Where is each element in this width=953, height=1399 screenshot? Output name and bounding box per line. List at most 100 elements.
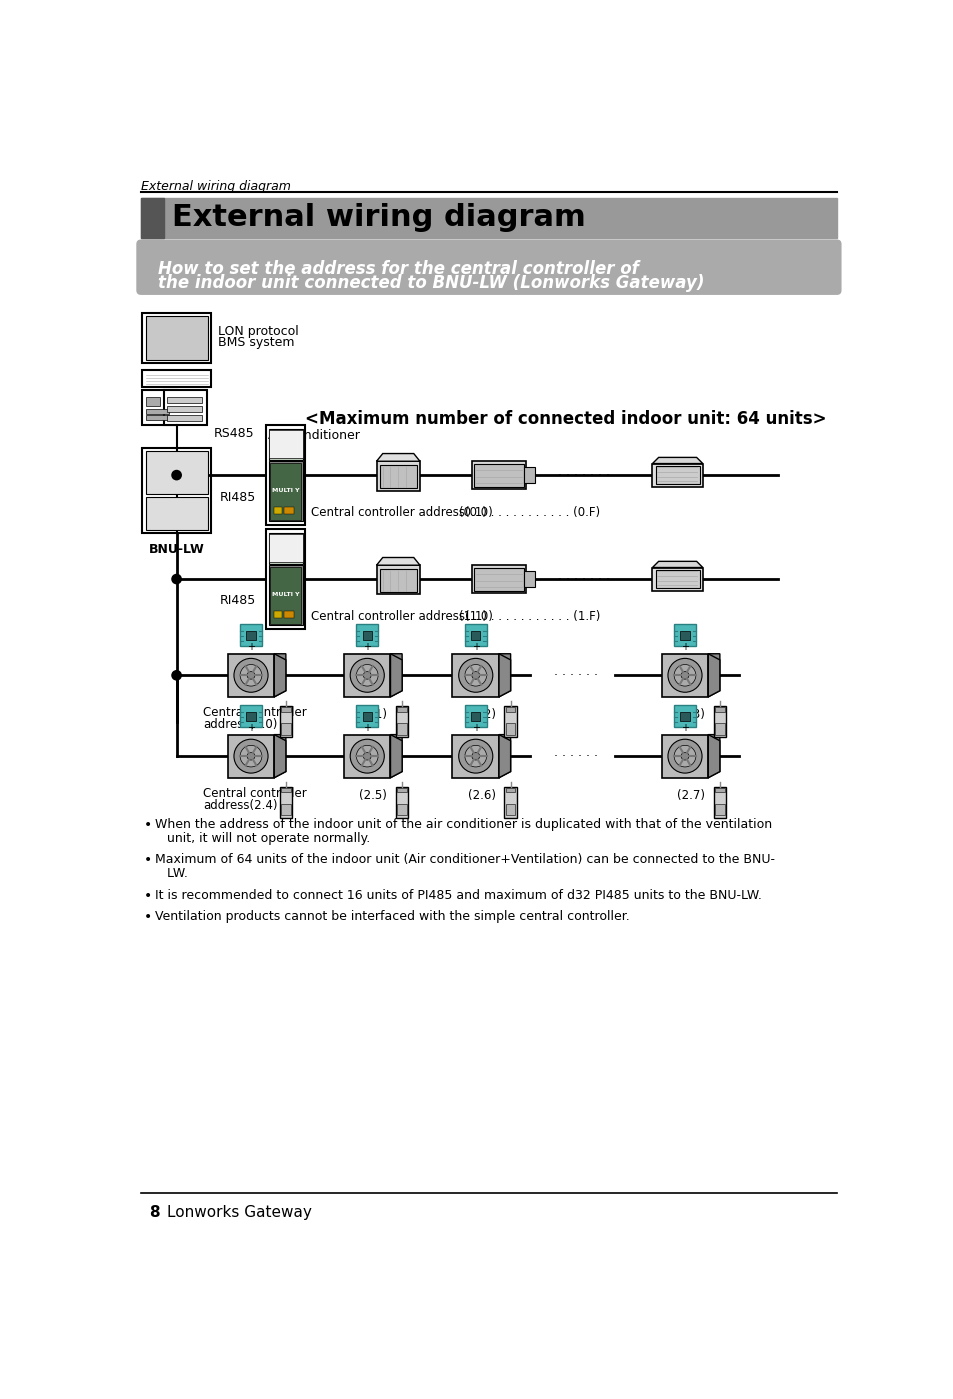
Text: How to set the address for the central controller of: How to set the address for the central c… (158, 260, 639, 278)
Circle shape (458, 659, 493, 693)
Polygon shape (376, 557, 419, 565)
FancyBboxPatch shape (269, 431, 303, 457)
Polygon shape (390, 653, 402, 697)
FancyBboxPatch shape (715, 723, 723, 734)
Text: +: + (471, 723, 479, 733)
Text: LON protocol: LON protocol (218, 325, 299, 339)
Circle shape (356, 665, 377, 686)
Polygon shape (707, 734, 720, 778)
FancyBboxPatch shape (376, 462, 419, 491)
FancyBboxPatch shape (504, 788, 517, 818)
FancyBboxPatch shape (652, 463, 702, 487)
Text: <Maximum number of connected indoor unit: 64 units>: <Maximum number of connected indoor unit… (305, 410, 826, 428)
Text: the indoor unit connected to BNU-LW (Lonworks Gateway): the indoor unit connected to BNU-LW (Lon… (158, 274, 703, 291)
FancyBboxPatch shape (246, 712, 255, 720)
Circle shape (247, 753, 254, 760)
FancyBboxPatch shape (281, 706, 291, 712)
Text: . . . . . .: . . . . . . (554, 665, 598, 679)
FancyBboxPatch shape (379, 569, 416, 592)
Text: BMS system: BMS system (218, 336, 294, 348)
Text: (0.1) . . . . . . . . . . . (0.F): (0.1) . . . . . . . . . . . (0.F) (458, 506, 599, 519)
FancyBboxPatch shape (395, 788, 408, 818)
FancyBboxPatch shape (395, 706, 408, 737)
Polygon shape (652, 457, 702, 463)
Text: BNU-LW: BNU-LW (149, 543, 204, 555)
FancyBboxPatch shape (167, 406, 202, 411)
Polygon shape (390, 734, 402, 778)
FancyBboxPatch shape (397, 723, 406, 734)
Text: Ventilation products cannot be interfaced with the simple central controller.: Ventilation products cannot be interface… (154, 911, 629, 923)
Polygon shape (390, 653, 402, 697)
Circle shape (240, 746, 261, 767)
Circle shape (233, 659, 268, 693)
Text: +: + (247, 723, 254, 733)
FancyBboxPatch shape (472, 565, 525, 593)
FancyBboxPatch shape (142, 313, 211, 364)
Text: . . . . . . .: . . . . . . . (558, 464, 610, 478)
FancyBboxPatch shape (228, 653, 274, 697)
Text: (2.3): (2.3) (677, 708, 704, 720)
FancyBboxPatch shape (344, 734, 390, 778)
FancyBboxPatch shape (715, 804, 723, 816)
FancyBboxPatch shape (142, 448, 211, 533)
FancyBboxPatch shape (344, 653, 390, 697)
FancyBboxPatch shape (713, 706, 725, 737)
Circle shape (464, 665, 486, 686)
FancyBboxPatch shape (146, 416, 169, 420)
FancyBboxPatch shape (146, 498, 208, 530)
Text: •: • (144, 911, 152, 925)
Text: +: + (680, 642, 688, 652)
Text: (1.1) . . . . . . . . . . . (1.F): (1.1) . . . . . . . . . . . (1.F) (458, 610, 599, 623)
FancyBboxPatch shape (474, 463, 523, 487)
Circle shape (363, 753, 371, 760)
Text: . . . . . .: . . . . . . (554, 746, 598, 758)
Circle shape (667, 659, 701, 693)
FancyBboxPatch shape (472, 462, 525, 490)
FancyBboxPatch shape (146, 316, 208, 361)
FancyBboxPatch shape (284, 611, 294, 617)
Text: •: • (144, 888, 152, 902)
Circle shape (472, 753, 479, 760)
FancyBboxPatch shape (505, 706, 515, 712)
FancyBboxPatch shape (504, 706, 517, 737)
FancyBboxPatch shape (266, 425, 305, 525)
Text: LW.: LW. (154, 867, 188, 880)
Polygon shape (274, 734, 286, 778)
FancyBboxPatch shape (464, 705, 486, 727)
FancyBboxPatch shape (452, 734, 498, 778)
FancyBboxPatch shape (270, 463, 301, 520)
Circle shape (680, 672, 688, 679)
FancyBboxPatch shape (284, 508, 294, 513)
Text: External wiring diagram: External wiring diagram (141, 180, 291, 193)
Text: Central controller: Central controller (203, 788, 306, 800)
Text: MULTI Y: MULTI Y (272, 592, 299, 597)
Circle shape (350, 659, 384, 693)
FancyBboxPatch shape (279, 706, 292, 737)
FancyBboxPatch shape (141, 197, 164, 238)
Text: MULTI Y: MULTI Y (272, 488, 299, 492)
FancyBboxPatch shape (523, 571, 535, 586)
FancyBboxPatch shape (652, 568, 702, 590)
Circle shape (363, 672, 371, 679)
FancyBboxPatch shape (146, 409, 169, 414)
FancyBboxPatch shape (281, 723, 291, 734)
Text: Maximum of 64 units of the indoor unit (Air conditioner+Ventilation) can be conn: Maximum of 64 units of the indoor unit (… (154, 853, 774, 866)
Circle shape (667, 739, 701, 774)
FancyBboxPatch shape (674, 624, 695, 646)
FancyBboxPatch shape (146, 396, 159, 406)
Polygon shape (498, 734, 510, 778)
Text: unit, it will not operate normally.: unit, it will not operate normally. (154, 831, 370, 845)
Text: (2.7): (2.7) (677, 789, 704, 802)
FancyBboxPatch shape (269, 429, 303, 460)
FancyBboxPatch shape (228, 734, 274, 778)
FancyBboxPatch shape (167, 396, 202, 403)
FancyBboxPatch shape (270, 567, 301, 624)
Polygon shape (707, 653, 720, 697)
Text: External wiring diagram: External wiring diagram (172, 203, 585, 232)
FancyBboxPatch shape (505, 788, 515, 792)
Text: Central controller address(1.0): Central controller address(1.0) (311, 610, 493, 623)
Circle shape (350, 739, 384, 774)
Text: Lonworks Gateway: Lonworks Gateway (167, 1205, 312, 1220)
FancyBboxPatch shape (281, 804, 291, 816)
Circle shape (233, 739, 268, 774)
